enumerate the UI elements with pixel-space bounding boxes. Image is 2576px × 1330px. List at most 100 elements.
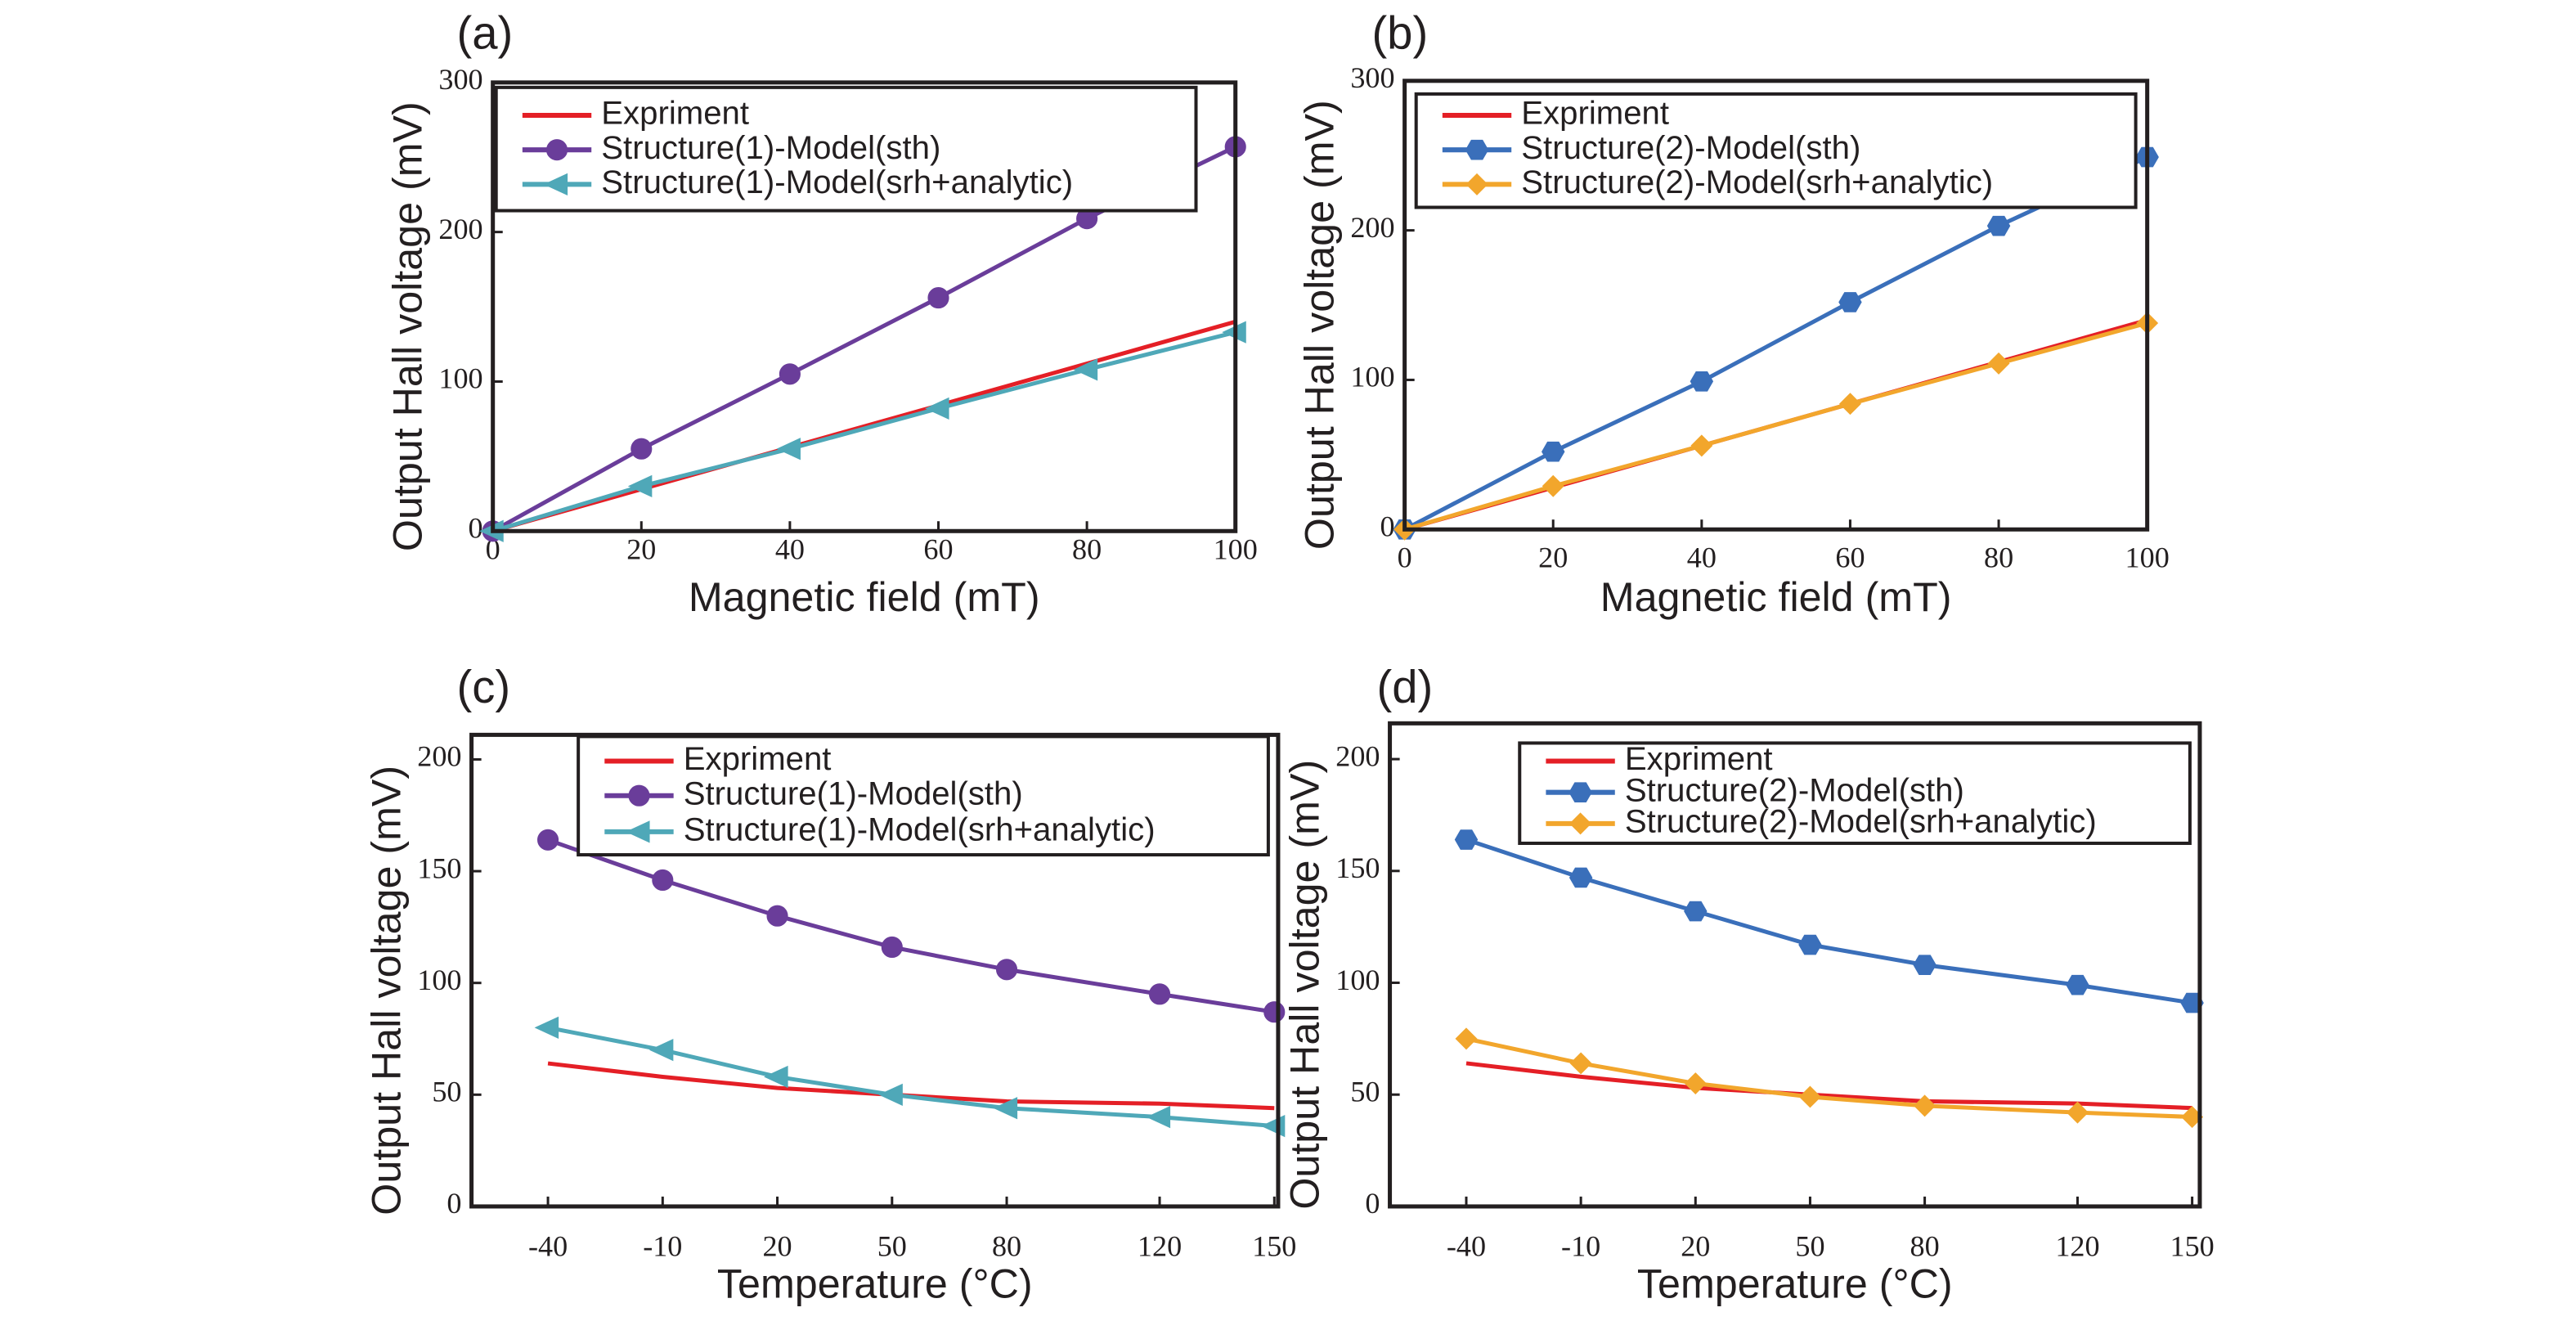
- series-line: [491, 330, 1236, 533]
- marker: [1542, 441, 1565, 462]
- legend-label: Expriment: [1521, 95, 1669, 132]
- marker: [1454, 829, 1479, 850]
- marker: [1914, 1094, 1936, 1117]
- legend-box: [1518, 741, 2192, 845]
- marker: [1455, 1027, 1478, 1050]
- y-tick-label: 300: [1350, 61, 1394, 94]
- legend-label: Structure(1)-Model(sth): [684, 775, 1023, 811]
- marker: [1542, 474, 1564, 497]
- y-tick-label: 200: [1350, 211, 1394, 244]
- legend-marker: [543, 173, 568, 196]
- x-axis-label: Temperature (°C): [717, 1261, 1033, 1307]
- x-tick-label: -10: [1561, 1229, 1600, 1262]
- x-tick-label: 0: [1398, 541, 1412, 574]
- y-tick-label: 0: [447, 1187, 461, 1220]
- marker: [1690, 371, 1714, 392]
- y-tick-label: 300: [438, 63, 482, 96]
- legend-marker: [1569, 812, 1592, 835]
- y-tick-label: 0: [1380, 510, 1395, 543]
- series-line: [491, 319, 1236, 533]
- marker: [1684, 1072, 1707, 1095]
- x-tick-label: 80: [1910, 1229, 1940, 1262]
- y-tick-label: 150: [1335, 851, 1380, 884]
- marker: [2066, 1101, 2089, 1124]
- marker: [2066, 974, 2089, 995]
- series-line: [1403, 155, 2148, 532]
- panel-label: (b): [1371, 7, 1428, 58]
- y-tick-label: 50: [432, 1076, 461, 1108]
- marker: [927, 287, 949, 309]
- marker: [1838, 292, 1862, 312]
- plot-frame: [1388, 721, 2202, 1209]
- legend-marker: [545, 139, 568, 161]
- marker: [995, 959, 1018, 981]
- marker: [766, 905, 788, 927]
- x-axis-label: Temperature (°C): [1637, 1261, 1953, 1307]
- x-tick-label: 120: [2055, 1229, 2099, 1262]
- marker: [1913, 955, 1936, 975]
- marker: [652, 869, 674, 892]
- x-tick-label: -10: [643, 1229, 682, 1262]
- marker: [1798, 934, 1822, 955]
- x-axis-label: Magnetic field (mT): [689, 574, 1040, 620]
- y-tick-label: 100: [438, 362, 482, 395]
- legend-label: Structure(2)-Model(srh+analytic): [1625, 802, 2097, 839]
- legend-box: [494, 85, 1198, 213]
- y-tick-label: 150: [417, 851, 461, 884]
- marker: [537, 829, 559, 851]
- y-axis-label: Output Hall voltage (mV): [363, 766, 409, 1215]
- x-tick-label: 40: [1687, 541, 1717, 574]
- x-tick-label: 100: [1214, 533, 1258, 566]
- x-axis-label: Magnetic field (mT): [1600, 574, 1952, 620]
- legend-label: Expriment: [601, 95, 749, 132]
- panel-label: (a): [456, 7, 513, 58]
- x-tick-label: 120: [1138, 1229, 1182, 1262]
- y-tick-label: 50: [1350, 1076, 1380, 1108]
- marker: [627, 474, 653, 498]
- x-tick-label: 20: [762, 1229, 792, 1262]
- series-line: [1403, 321, 2148, 532]
- y-axis-label: Output Hall voltage (mV): [384, 101, 430, 551]
- y-tick-label: 200: [1335, 739, 1380, 772]
- x-tick-label: 40: [775, 533, 805, 566]
- series-line: [547, 1061, 1275, 1111]
- legend-label: Expriment: [684, 740, 832, 777]
- legend-box: [577, 735, 1270, 857]
- marker: [1568, 867, 1593, 888]
- marker: [925, 397, 949, 420]
- legend-label: Structure(2)-Model(sth): [1521, 129, 1860, 166]
- legend-marker: [628, 784, 650, 807]
- legend-marker: [1568, 782, 1592, 803]
- marker: [1569, 1052, 1592, 1075]
- marker: [878, 1083, 903, 1106]
- marker: [993, 1097, 1018, 1120]
- marker: [1684, 901, 1708, 922]
- marker: [881, 936, 903, 959]
- legend-label: Structure(1)-Model(sth): [601, 129, 940, 166]
- x-tick-label: 60: [1835, 541, 1865, 574]
- x-tick-label: 80: [992, 1229, 1021, 1262]
- marker: [1690, 434, 1713, 457]
- marker: [2180, 992, 2204, 1013]
- x-tick-label: 60: [923, 533, 953, 566]
- legend-box: [1414, 92, 2138, 209]
- panel-label: (d): [1376, 661, 1433, 712]
- y-tick-label: 200: [438, 213, 482, 245]
- legend-label: Expriment: [1625, 740, 1773, 777]
- marker: [1987, 352, 2010, 375]
- marker: [1148, 983, 1171, 1005]
- marker: [1986, 215, 2011, 236]
- y-tick-label: 100: [1350, 361, 1394, 393]
- legend-label: Structure(2)-Model(sth): [1625, 771, 1964, 808]
- marker: [1146, 1106, 1171, 1129]
- y-axis-label: Output Hall voltage (mV): [1281, 760, 1327, 1210]
- legend-label: Structure(1)-Model(srh+analytic): [601, 164, 1073, 200]
- plot-frame: [491, 80, 1238, 533]
- x-tick-label: 20: [626, 533, 656, 566]
- marker: [631, 438, 653, 460]
- x-tick-label: 100: [2125, 541, 2170, 574]
- marker: [648, 1039, 674, 1062]
- marker: [1838, 393, 1861, 416]
- y-tick-label: 100: [417, 964, 461, 996]
